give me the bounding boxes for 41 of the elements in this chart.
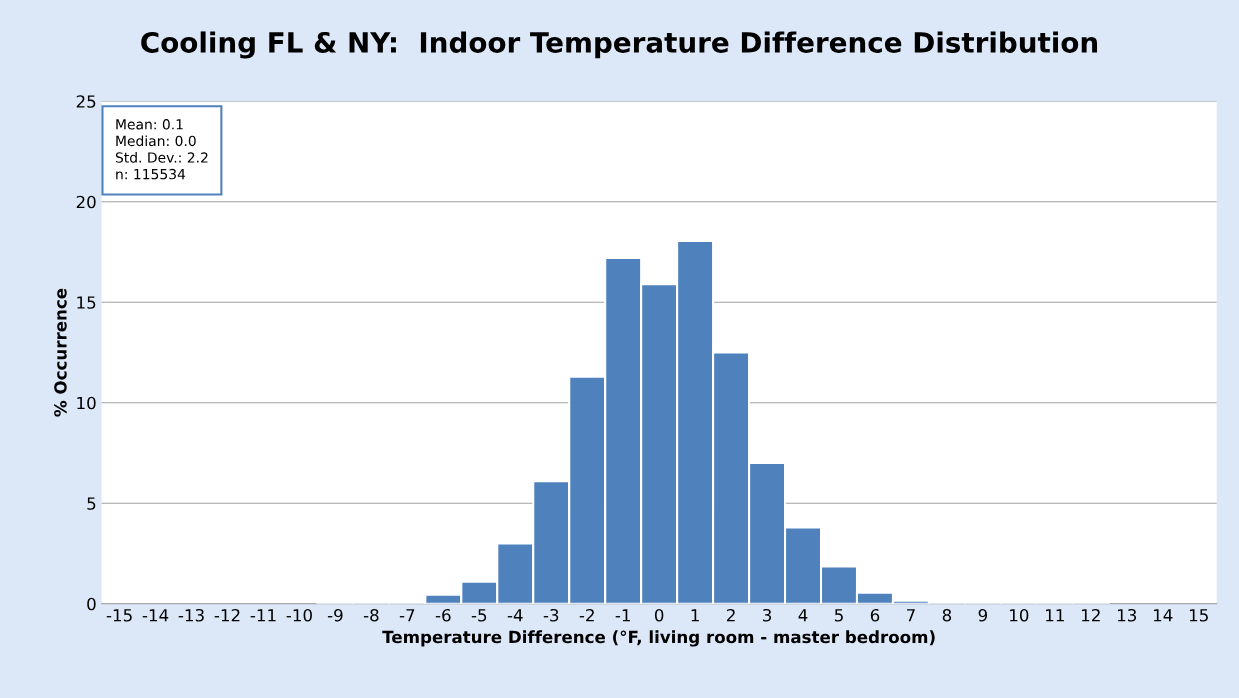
x-tick-label: 11	[1046, 609, 1064, 622]
x-tick-label: -9	[327, 608, 343, 622]
x-tick-label: -10	[286, 608, 312, 622]
x-tick-label: 10	[1010, 608, 1029, 622]
x-tick-label: -8	[363, 608, 379, 622]
x-tick-label: 12	[1082, 608, 1100, 622]
x-tick-label: 1	[691, 609, 699, 622]
x-axis-title: Temperature Difference (°F, living room - master bedroom)	[382, 630, 935, 647]
x-tick-label: -7	[399, 609, 415, 622]
x-tick-label: -2	[579, 608, 594, 622]
chart-title: Cooling FL & NY: Indoor Temperature Difference Distribution	[141, 31, 1098, 59]
x-tick-label: 14	[1153, 609, 1173, 622]
y-tick-label: 20	[76, 195, 96, 209]
x-tick-label: 15	[1189, 609, 1208, 622]
x-tick-label: -6	[435, 608, 451, 622]
x-tick-label: 5	[834, 609, 843, 622]
x-tick-label: -15	[106, 609, 132, 622]
x-tick-label: 9	[978, 608, 988, 622]
y-axis-title: % Occurrence	[54, 288, 67, 417]
x-tick-label: 7	[907, 609, 915, 622]
x-tick-label: 13	[1118, 608, 1137, 622]
x-tick-label: 4	[798, 609, 808, 622]
x-tick-label: -13	[178, 608, 204, 622]
x-tick-label: 3	[763, 608, 772, 622]
y-tick-label: 5	[87, 497, 96, 510]
y-tick-label: 15	[77, 296, 96, 309]
y-tick-label: 25	[76, 95, 96, 108]
x-tick-label: 0	[654, 608, 664, 622]
x-tick-label: -5	[471, 609, 487, 622]
y-tick-label: 10	[77, 396, 96, 410]
x-tick-label: 2	[727, 608, 735, 622]
annotation: Mean: 0.1 Median: 0.0 Std. Dev.: 2.2 n: 115534	[115, 119, 208, 180]
x-tick-label: -12	[214, 608, 240, 622]
x-tick-label: -1	[615, 609, 630, 622]
x-tick-label: 6	[870, 608, 880, 622]
x-tick-label: -3	[543, 608, 559, 622]
x-tick-label: -11	[250, 609, 276, 622]
y-tick-label: 0	[87, 597, 96, 611]
x-tick-label: -14	[142, 609, 169, 622]
x-tick-label: 8	[942, 608, 952, 622]
x-tick-label: -4	[507, 609, 523, 622]
